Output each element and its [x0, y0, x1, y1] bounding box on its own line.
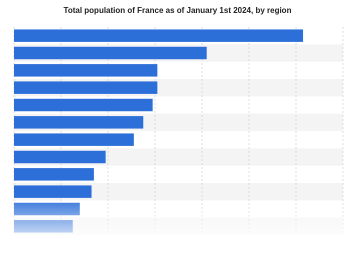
- bar: [14, 64, 158, 77]
- bar: [14, 81, 158, 94]
- bar: [14, 150, 106, 164]
- chart-title: Total population of France as of January…: [64, 6, 292, 15]
- bar: [14, 29, 304, 42]
- bar: [14, 46, 207, 60]
- bar: [14, 185, 92, 198]
- bars: [14, 29, 304, 233]
- bar: [14, 98, 153, 112]
- bar: [14, 133, 134, 146]
- fade-overlay: [0, 196, 355, 241]
- bar: [14, 168, 94, 181]
- bar: [14, 116, 144, 129]
